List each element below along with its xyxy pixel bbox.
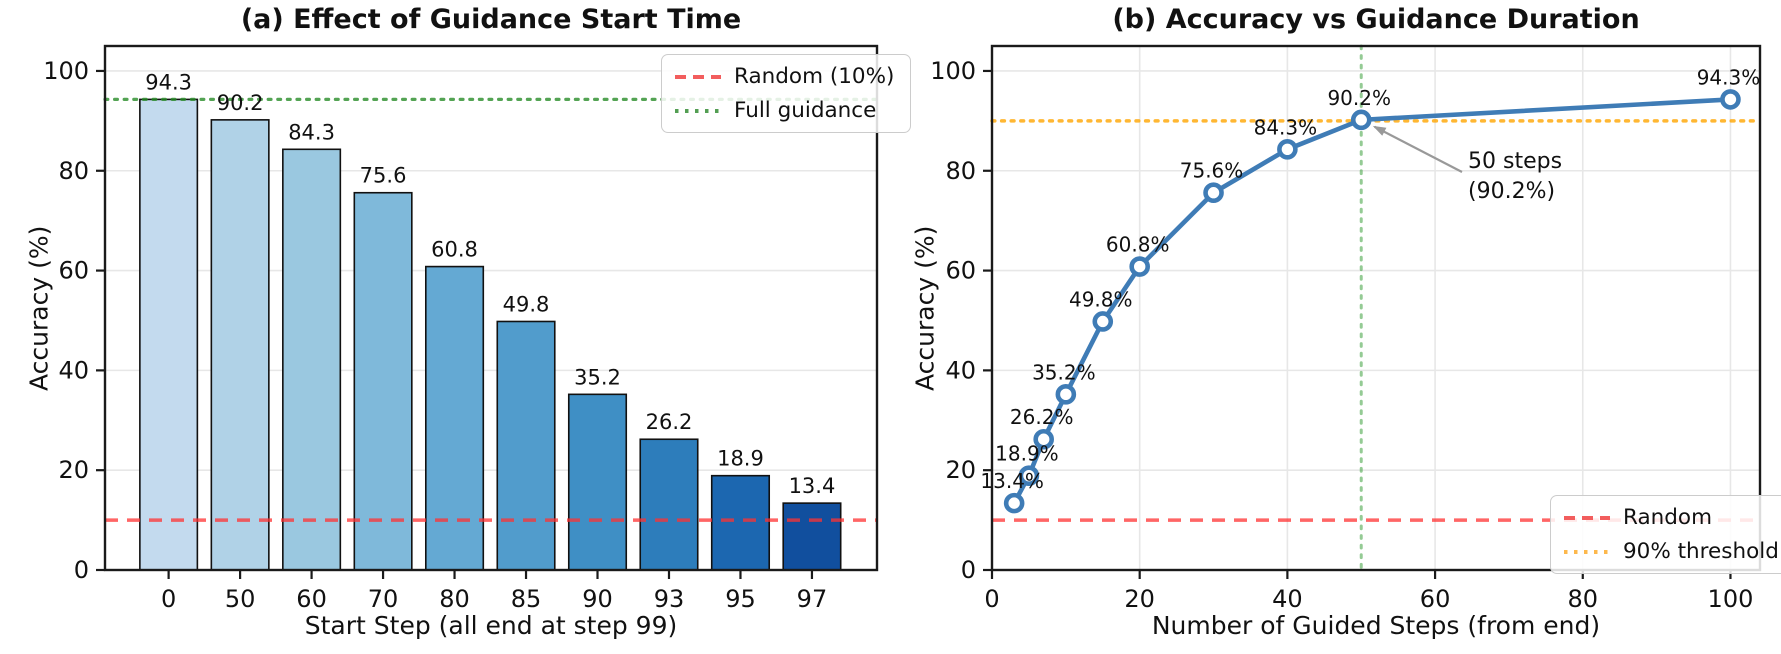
bar-value-label: 13.4 (789, 474, 836, 498)
point-label: 18.9% (995, 442, 1059, 466)
x-tick-label: 80 (1567, 585, 1598, 613)
annotation-50-steps: 50 steps (90.2%) (1468, 147, 1562, 207)
chart-b-legend: Random 90% threshold (1550, 495, 1781, 574)
point-label: 75.6% (1180, 159, 1244, 183)
bar-start-step-60 (282, 148, 342, 571)
bar-value-label: 49.8 (503, 292, 550, 316)
bar-value-label: 18.9 (717, 447, 764, 471)
point-label: 84.3% (1254, 115, 1318, 139)
plot-frame (990, 44, 1762, 572)
y-tick-label: 40 (58, 356, 89, 384)
dotted-line-sample-icon (1564, 549, 1610, 554)
bar-start-step-0 (139, 98, 199, 571)
point-label: 90.2% (1327, 86, 1391, 110)
y-tick-label: 80 (945, 157, 976, 185)
point-label: 35.2% (1032, 360, 1096, 384)
y-tick-label: 20 (945, 456, 976, 484)
annotation-arrowhead-icon (1372, 125, 1387, 136)
bar-value-label: 75.6 (360, 164, 407, 188)
data-point-100-steps (1720, 89, 1741, 110)
chart-b-plot-area: 13.4% 18.9% 26.2% 35.2% 49.8% 60.8% 75.6% 84.3%… (930, 44, 1762, 613)
chart-a-title: (a) Effect of Guidance Start Time (240, 4, 742, 35)
bar-value-label: 94.3 (145, 70, 192, 94)
y-tick-label: 20 (58, 456, 89, 484)
legend-row: 90% threshold (1564, 539, 1779, 564)
data-point-3-steps (1003, 492, 1025, 514)
bar-start-step-80 (424, 265, 485, 571)
x-tick-label: 70 (368, 585, 399, 613)
y-tick-label: 40 (945, 356, 976, 384)
bar-start-step-50 (210, 119, 270, 571)
x-tick-label: 95 (725, 585, 756, 613)
data-point-10-steps (1055, 384, 1077, 405)
x-tick-label: 93 (654, 585, 685, 613)
accuracy-data-line (1011, 97, 1733, 506)
chart-b-title: (b) Accuracy vs Guidance Duration (1112, 4, 1640, 35)
legend-label: Random (10%) (734, 64, 895, 89)
annotation-line-1: 50 steps (1468, 149, 1563, 174)
y-tick-label: 60 (58, 257, 89, 285)
dotted-line-sample-icon (675, 108, 721, 113)
bar-start-step-95 (710, 474, 771, 571)
bar-value-label: 60.8 (431, 238, 478, 262)
data-point-50-steps (1350, 109, 1372, 131)
chart-a-y-axis-label: Accuracy (%) (24, 225, 54, 391)
y-tick-label: 60 (945, 257, 976, 285)
legend-label: 90% threshold (1623, 539, 1779, 564)
bar-value-label: 90.2 (217, 91, 264, 115)
legend-label: Random (1623, 505, 1713, 530)
chart-a-plot-area: 94.3 90.2 84.3 75.6 60.8 49.8 35.2 26.2 18.9 13.4… (43, 44, 879, 613)
data-point-15-steps (1092, 311, 1114, 332)
chart-a-legend: Random (10%) Full guidance (661, 54, 912, 133)
data-point-30-steps (1203, 182, 1224, 204)
legend-row: Full guidance (675, 98, 894, 123)
data-point-7-steps (1033, 428, 1054, 450)
x-tick-label: 20 (1124, 585, 1155, 613)
bar-value-label: 35.2 (574, 365, 621, 389)
bar-start-step-97 (782, 502, 842, 571)
x-tick-label: 40 (1272, 585, 1303, 613)
chart-b-x-axis-label: Number of Guided Steps (from end) (1151, 611, 1601, 640)
x-tick-label: 50 (225, 585, 256, 613)
x-tick-label: 60 (296, 585, 327, 613)
x-tick-label: 97 (797, 585, 828, 613)
y-tick-label: 0 (74, 556, 89, 584)
data-point-20-steps (1129, 256, 1150, 277)
bar-value-label: 84.3 (288, 120, 335, 144)
x-tick-label: 85 (511, 585, 542, 613)
y-tick-label: 80 (58, 157, 89, 185)
x-tick-label: 100 (1708, 585, 1754, 613)
point-label: 49.8% (1069, 287, 1133, 311)
annotation-line-2: (90.2%) (1468, 179, 1556, 204)
legend-label: Full guidance (734, 98, 877, 123)
bar-start-step-90 (567, 393, 628, 571)
x-tick-label: 0 (984, 585, 999, 613)
x-tick-label: 90 (582, 585, 613, 613)
point-label: 94.3% (1697, 65, 1761, 89)
point-label: 60.8% (1106, 233, 1170, 257)
annotation-arrow-line (1374, 125, 1463, 173)
point-label: 13.4% (980, 469, 1044, 493)
y-tick-label: 0 (961, 556, 976, 584)
x-tick-label: 80 (439, 585, 470, 613)
dashed-line-sample-icon (675, 74, 721, 79)
bar-start-step-85 (496, 320, 556, 571)
bar-start-step-70 (353, 191, 413, 571)
point-label: 26.2% (1010, 405, 1074, 429)
data-point-40-steps (1277, 139, 1298, 160)
plot-frame (103, 44, 879, 572)
chart-a-x-axis-label: Start Step (all end at step 99) (304, 611, 678, 640)
chart-b-y-axis-label: Accuracy (%) (910, 225, 940, 391)
dashed-line-sample-icon (1564, 515, 1610, 520)
bar-value-label: 26.2 (646, 410, 693, 434)
data-point-5-steps (1018, 465, 1040, 486)
x-tick-label: 0 (161, 585, 176, 613)
y-tick-label: 100 (43, 57, 89, 85)
y-tick-label: 100 (930, 57, 976, 85)
bar-start-step-93 (639, 438, 699, 571)
legend-row: Random (1564, 505, 1779, 530)
legend-row: Random (10%) (675, 64, 894, 89)
x-tick-label: 60 (1420, 585, 1451, 613)
